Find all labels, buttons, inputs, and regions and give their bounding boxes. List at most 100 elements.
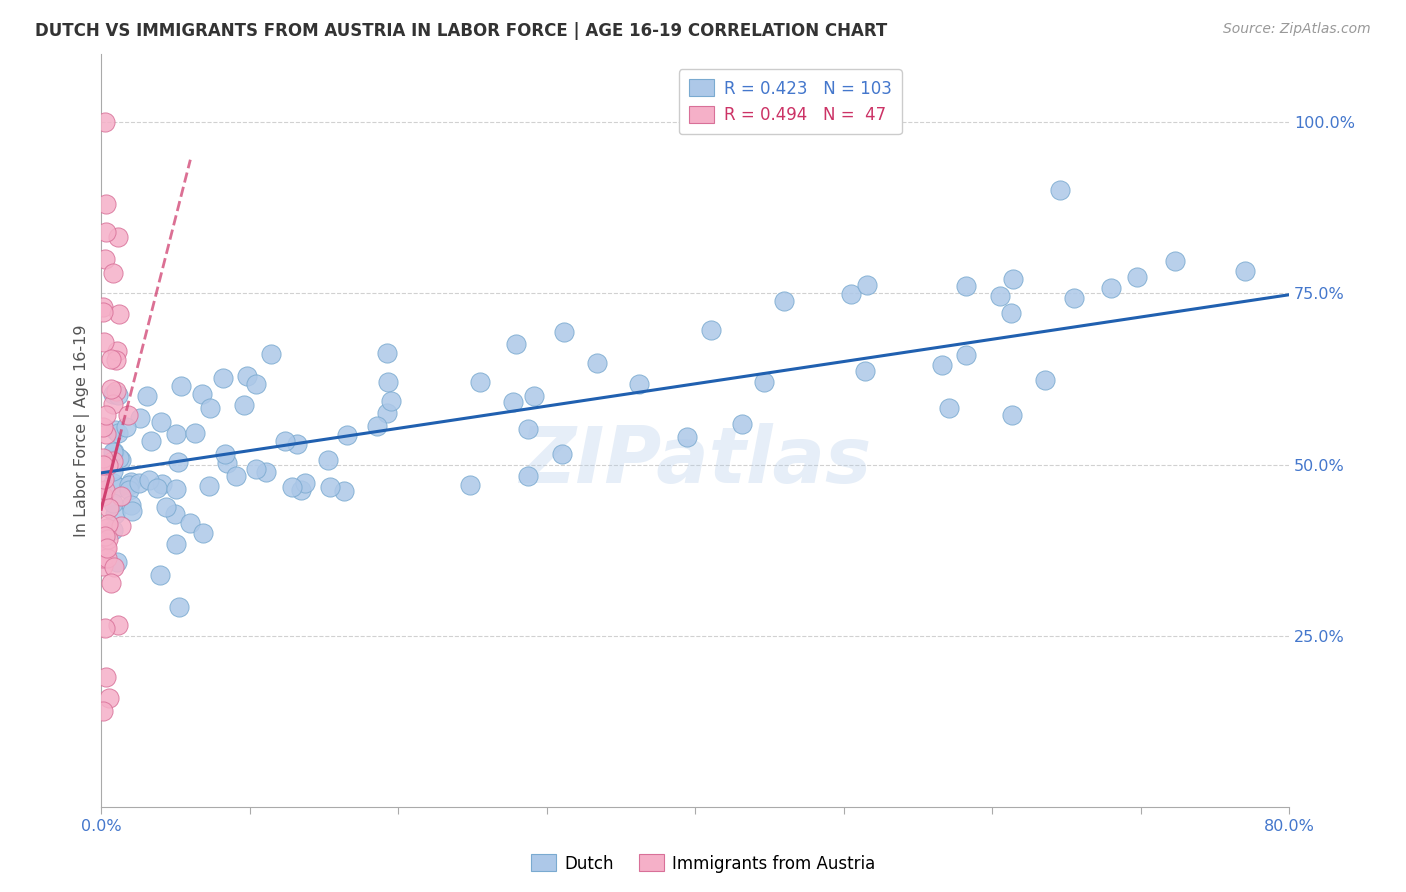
Point xyxy=(184,425,207,440)
Point xyxy=(855,364,877,378)
Point xyxy=(752,376,775,390)
Text: Source: ZipAtlas.com: Source: ZipAtlas.com xyxy=(1223,22,1371,37)
Point xyxy=(676,430,699,444)
Point xyxy=(225,469,247,483)
Point xyxy=(94,252,117,266)
Point xyxy=(121,504,143,518)
Point xyxy=(128,410,150,425)
Point xyxy=(107,230,129,244)
Text: ZIPatlas: ZIPatlas xyxy=(519,423,872,499)
Point xyxy=(101,387,124,401)
Point xyxy=(198,401,221,416)
Point xyxy=(101,397,124,411)
Point xyxy=(505,337,527,351)
Point xyxy=(165,427,187,442)
Point xyxy=(91,704,114,718)
Point xyxy=(212,371,235,385)
Point xyxy=(731,417,754,432)
Point xyxy=(502,394,524,409)
Point xyxy=(316,453,339,467)
Point xyxy=(138,473,160,487)
Point xyxy=(1164,254,1187,268)
Point xyxy=(96,197,118,211)
Point xyxy=(104,353,127,368)
Point xyxy=(1126,270,1149,285)
Point xyxy=(114,420,136,434)
Point xyxy=(101,495,124,509)
Point xyxy=(586,356,609,370)
Point xyxy=(94,670,117,684)
Point xyxy=(97,532,120,546)
Point xyxy=(108,307,131,321)
Point xyxy=(260,347,283,361)
Point xyxy=(97,690,120,705)
Point xyxy=(517,422,540,436)
Point xyxy=(128,476,150,491)
Point xyxy=(551,447,574,461)
Point xyxy=(931,358,953,372)
Point xyxy=(375,346,398,360)
Point xyxy=(91,451,114,466)
Point xyxy=(97,458,120,472)
Point xyxy=(100,575,122,590)
Point xyxy=(104,507,127,521)
Point xyxy=(94,426,117,441)
Point xyxy=(170,379,193,393)
Point xyxy=(214,447,236,461)
Point xyxy=(93,551,115,566)
Point xyxy=(120,475,142,490)
Point xyxy=(94,408,117,422)
Point xyxy=(120,498,142,512)
Point xyxy=(366,419,388,434)
Point xyxy=(517,468,540,483)
Y-axis label: In Labor Force | Age 16-19: In Labor Force | Age 16-19 xyxy=(75,324,90,537)
Point xyxy=(101,445,124,459)
Point xyxy=(139,434,162,448)
Point xyxy=(285,437,308,451)
Point xyxy=(94,529,117,543)
Point xyxy=(155,500,177,515)
Point xyxy=(100,352,122,367)
Point xyxy=(290,483,312,498)
Point xyxy=(91,538,114,552)
Point xyxy=(197,479,219,493)
Point xyxy=(281,479,304,493)
Point xyxy=(166,455,188,469)
Point xyxy=(150,477,173,491)
Point xyxy=(104,423,127,437)
Point xyxy=(146,481,169,495)
Point xyxy=(988,289,1011,303)
Point xyxy=(103,445,125,459)
Point xyxy=(294,476,316,491)
Legend: Dutch, Immigrants from Austria: Dutch, Immigrants from Austria xyxy=(524,847,882,880)
Point xyxy=(118,477,141,491)
Point xyxy=(94,225,117,239)
Point xyxy=(319,480,342,494)
Point xyxy=(93,483,115,498)
Point xyxy=(107,387,129,401)
Point xyxy=(96,550,118,565)
Point xyxy=(91,305,114,319)
Point xyxy=(91,420,114,434)
Point xyxy=(855,278,877,293)
Point xyxy=(91,300,114,314)
Point xyxy=(96,541,118,556)
Point xyxy=(110,519,132,533)
Point xyxy=(254,465,277,479)
Point xyxy=(110,453,132,467)
Point xyxy=(117,408,139,422)
Point xyxy=(938,401,960,415)
Point xyxy=(700,323,723,337)
Point xyxy=(165,482,187,496)
Point xyxy=(179,516,201,530)
Point xyxy=(191,387,214,401)
Point xyxy=(101,464,124,478)
Point xyxy=(215,456,238,470)
Point xyxy=(118,483,141,498)
Point xyxy=(93,334,115,349)
Point xyxy=(101,475,124,490)
Point xyxy=(94,115,117,129)
Point xyxy=(377,375,399,389)
Point xyxy=(163,507,186,521)
Point xyxy=(165,536,187,550)
